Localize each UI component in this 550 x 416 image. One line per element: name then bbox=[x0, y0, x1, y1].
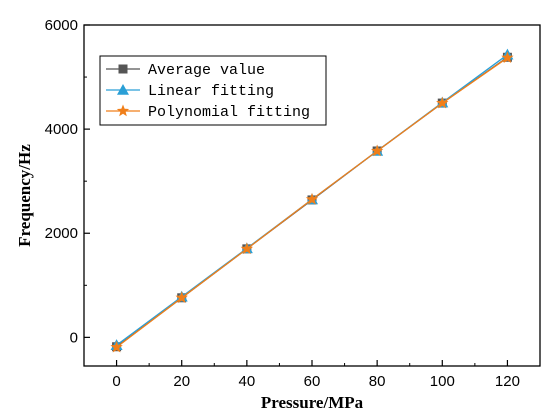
data-point bbox=[305, 192, 319, 205]
y-tick-label: 4000 bbox=[45, 121, 78, 138]
x-tick-label: 40 bbox=[239, 373, 256, 390]
data-point bbox=[436, 96, 449, 109]
y-axis-ticks: 0 2000 4000 6000 bbox=[45, 17, 90, 346]
legend-item: Polynomial fitting bbox=[106, 104, 310, 121]
legend-label: Linear fitting bbox=[148, 83, 274, 100]
x-tick-label: 0 bbox=[112, 373, 120, 390]
data-point bbox=[240, 242, 254, 255]
data-point bbox=[501, 51, 514, 64]
x-tick-label: 60 bbox=[304, 373, 321, 390]
x-tick-label: 120 bbox=[495, 373, 520, 390]
y-tick-label: 6000 bbox=[45, 17, 78, 34]
x-tick-label: 100 bbox=[430, 373, 455, 390]
legend-marker bbox=[116, 104, 130, 117]
legend-marker bbox=[118, 64, 128, 74]
x-axis-ticks: 0 20 40 60 80 100 120 bbox=[112, 360, 520, 390]
y-tick-label: 2000 bbox=[45, 225, 78, 242]
x-tick-label: 80 bbox=[369, 373, 386, 390]
plot-area bbox=[110, 48, 514, 353]
data-point bbox=[370, 144, 384, 157]
legend-item: Linear fitting bbox=[106, 83, 274, 100]
data-point bbox=[175, 291, 188, 304]
y-axis-title: Frequency/Hz bbox=[15, 144, 34, 247]
x-axis-title: Pressure/MPa bbox=[261, 393, 364, 412]
legend-marker bbox=[117, 84, 129, 95]
y-tick-label: 0 bbox=[70, 329, 78, 346]
axes: 0 20 40 60 80 100 120 0 2000 4000 6000 Pressure/M… bbox=[15, 17, 541, 412]
legend-label: Average value bbox=[148, 62, 265, 79]
legend: Average value Linear fitting Polynomial fi… bbox=[99, 55, 327, 126]
x-tick-label: 20 bbox=[173, 373, 190, 390]
legend-label: Polynomial fitting bbox=[148, 104, 310, 121]
series-polynomial-fitting bbox=[110, 51, 514, 353]
data-point bbox=[110, 340, 123, 353]
legend-item: Average value bbox=[106, 62, 265, 79]
